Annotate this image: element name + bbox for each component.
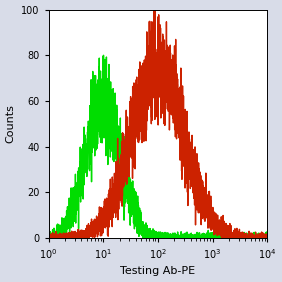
- Y-axis label: Counts: Counts: [6, 104, 16, 143]
- X-axis label: Testing Ab-PE: Testing Ab-PE: [120, 266, 195, 276]
